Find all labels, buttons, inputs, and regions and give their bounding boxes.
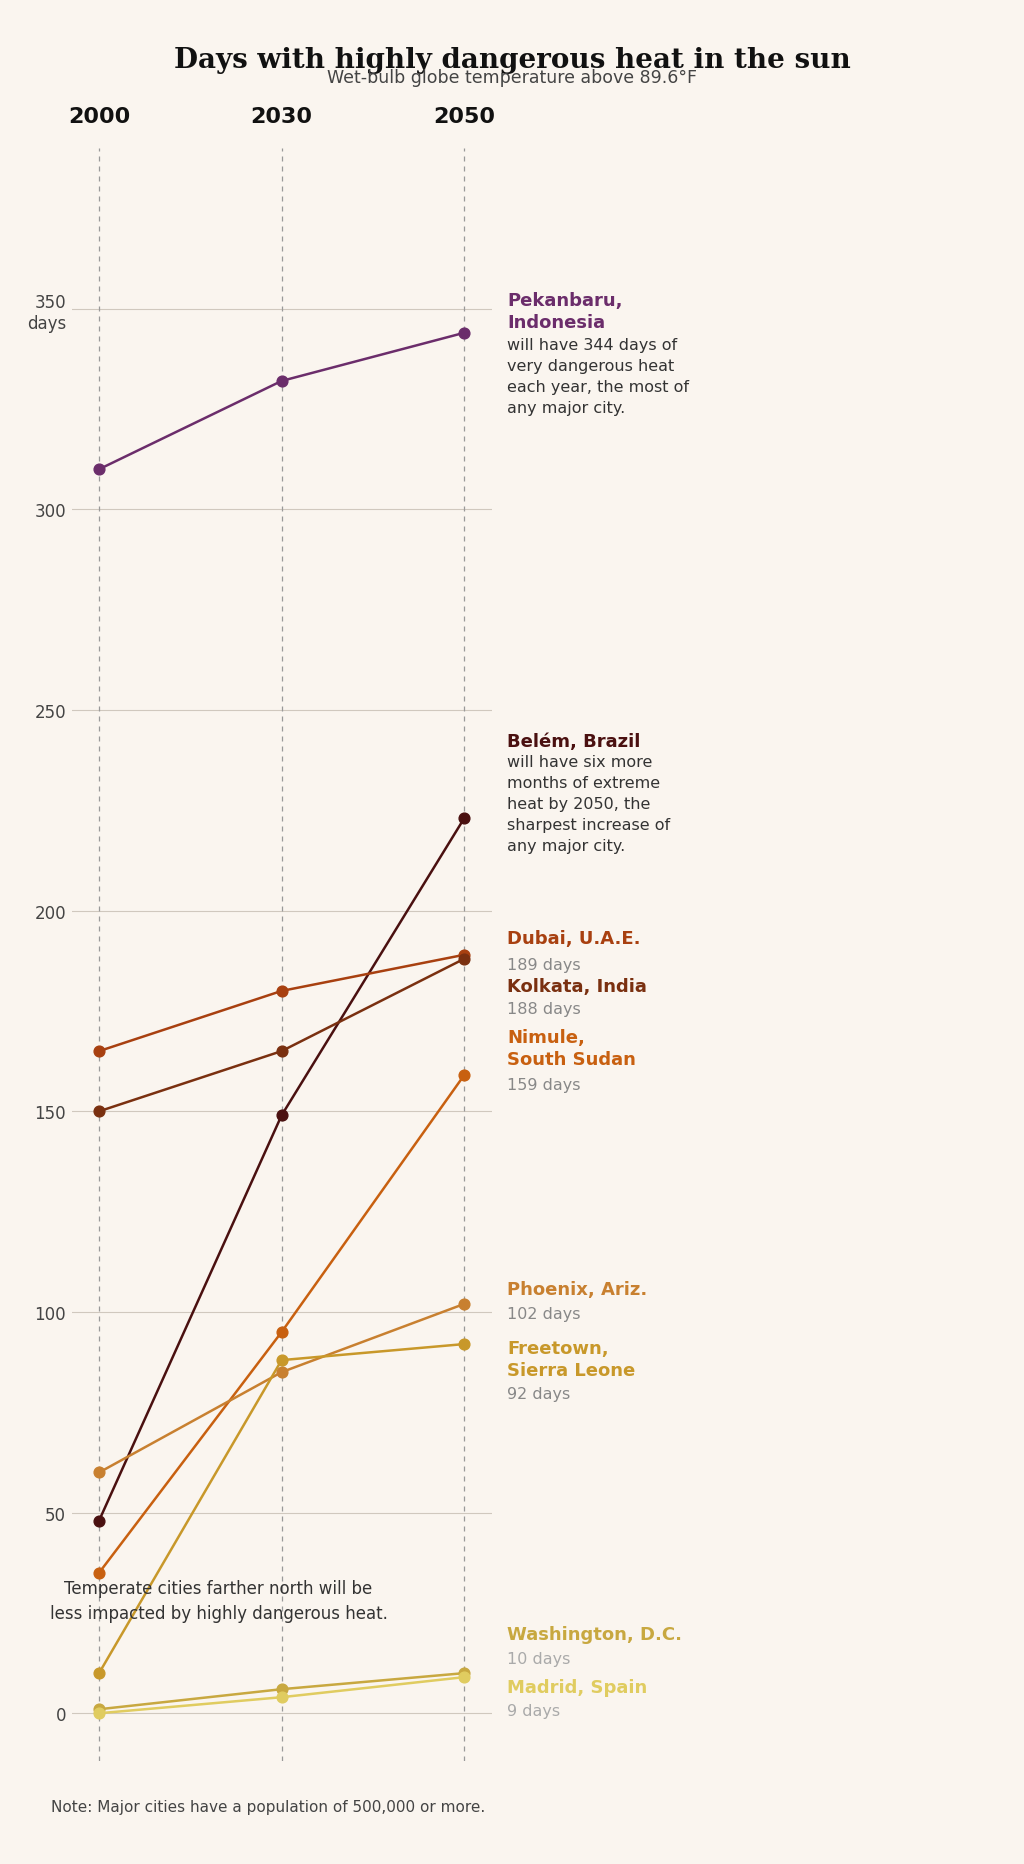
Text: Dubai, U.A.E.: Dubai, U.A.E.	[507, 930, 640, 947]
Text: Washington, D.C.: Washington, D.C.	[507, 1625, 682, 1644]
Text: Kolkata, India: Kolkata, India	[507, 979, 647, 995]
Text: Freetown,
Sierra Leone: Freetown, Sierra Leone	[507, 1340, 635, 1379]
Point	[456, 1290, 472, 1320]
Point	[91, 1096, 108, 1126]
Point	[456, 1329, 472, 1359]
Point	[456, 1659, 472, 1689]
Point	[91, 1558, 108, 1588]
Text: Phoenix, Ariz.: Phoenix, Ariz.	[507, 1281, 647, 1299]
Text: Madrid, Spain: Madrid, Spain	[507, 1678, 647, 1696]
Text: Pekanbaru,
Indonesia: Pekanbaru, Indonesia	[507, 293, 623, 332]
Point	[91, 455, 108, 485]
Point	[456, 1663, 472, 1693]
Text: Belém, Brazil: Belém, Brazil	[507, 733, 640, 751]
Text: 2030: 2030	[251, 106, 312, 127]
Text: Wet-bulb globe temperature above 89.6°F: Wet-bulb globe temperature above 89.6°F	[327, 69, 697, 88]
Point	[273, 1318, 290, 1348]
Text: will have six more
months of extreme
heat by 2050, the
sharpest increase of
any : will have six more months of extreme hea…	[507, 755, 670, 854]
Point	[273, 1683, 290, 1713]
Text: 188 days: 188 days	[507, 1001, 581, 1016]
Point	[273, 977, 290, 1007]
Text: 159 days: 159 days	[507, 1077, 581, 1092]
Text: 9 days: 9 days	[507, 1704, 560, 1719]
Text: 189 days: 189 days	[507, 958, 581, 973]
Text: 102 days: 102 days	[507, 1307, 581, 1322]
Point	[273, 1102, 290, 1131]
Text: Temperate cities farther north will be
less impacted by highly dangerous heat.: Temperate cities farther north will be l…	[50, 1579, 387, 1622]
Point	[456, 319, 472, 349]
Text: will have 344 days of
very dangerous heat
each year, the most of
any major city.: will have 344 days of very dangerous hea…	[507, 337, 689, 416]
Text: Days with highly dangerous heat in the sun: Days with highly dangerous heat in the s…	[174, 47, 850, 73]
Text: 10 days: 10 days	[507, 1652, 570, 1666]
Point	[91, 1506, 108, 1536]
Point	[273, 1674, 290, 1704]
Point	[273, 1357, 290, 1387]
Point	[456, 939, 472, 969]
Point	[273, 1346, 290, 1376]
Text: 2050: 2050	[433, 106, 496, 127]
Point	[273, 367, 290, 397]
Point	[456, 1061, 472, 1090]
Text: Note: Major cities have a population of 500,000 or more.: Note: Major cities have a population of …	[51, 1799, 485, 1814]
Point	[91, 1036, 108, 1066]
Point	[273, 1036, 290, 1066]
Point	[456, 945, 472, 975]
Text: 2000: 2000	[68, 106, 130, 127]
Point	[91, 1659, 108, 1689]
Point	[456, 803, 472, 833]
Text: 92 days: 92 days	[507, 1387, 570, 1402]
Point	[91, 1694, 108, 1724]
Text: Nimule,
South Sudan: Nimule, South Sudan	[507, 1029, 636, 1068]
Point	[91, 1698, 108, 1728]
Point	[91, 1458, 108, 1487]
